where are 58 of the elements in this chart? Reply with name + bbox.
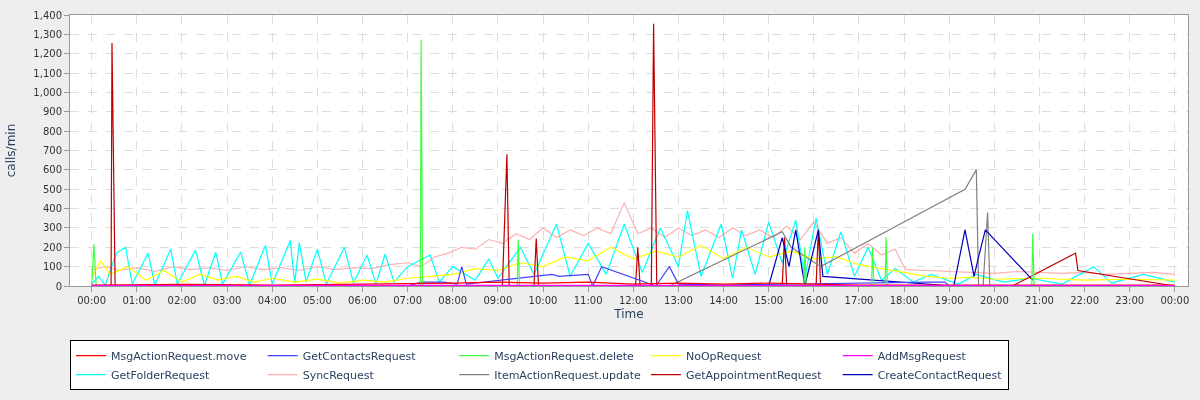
y-tick-label: 1,000 (33, 86, 62, 98)
legend-label: GetAppointmentRequest (685, 368, 823, 382)
x-tick-label: 07:00 (393, 295, 423, 306)
x-tick-label: 08:00 (438, 295, 468, 306)
x-tick-label: 04:00 (257, 295, 287, 306)
legend-label: GetFolderRequest (111, 368, 210, 382)
x-tick-label: 14:00 (709, 295, 738, 306)
legend-label: CreateContactRequest (877, 368, 1003, 382)
y-tick-label: 1,300 (33, 28, 62, 40)
legend-label: NoOpRequest (685, 349, 762, 363)
x-tick-label: 00:00 (77, 295, 107, 306)
y-tick-label: 400 (42, 203, 62, 215)
y-tick-label: 600 (42, 164, 62, 176)
x-tick-label: 10:00 (528, 295, 558, 306)
x-tick-label: 02:00 (167, 295, 197, 306)
x-tick-label: 21:00 (1025, 295, 1054, 306)
y-tick-label: 1,100 (33, 67, 62, 79)
y-tick-label: 800 (42, 125, 62, 137)
legend-label: SyncRequest (302, 368, 375, 382)
y-tick-label: 500 (42, 183, 62, 195)
legend-label: MsgActionRequest.move (111, 349, 247, 363)
y-tick-label: 300 (42, 222, 62, 234)
x-tick-label: 13:00 (664, 295, 693, 306)
x-tick-label: 20:00 (979, 295, 1009, 306)
line-series (91, 244, 1176, 284)
y-axis-title: calls/min (3, 123, 18, 178)
y-tick-label: 0 (55, 280, 62, 292)
y-tick-label: 900 (42, 106, 62, 118)
x-tick-label: 05:00 (302, 295, 332, 306)
legend-label: ItemActionRequest.update (494, 368, 641, 382)
line-series (668, 169, 991, 286)
x-tick-label: 17:00 (844, 295, 874, 306)
x-tick-label: 22:00 (1070, 295, 1100, 306)
legend-label: MsgActionRequest.delete (494, 349, 635, 363)
x-tick-label: 01:00 (122, 295, 152, 306)
x-tick-label: 18:00 (889, 295, 919, 306)
x-tick-label: 09:00 (483, 295, 513, 306)
x-tick-label: 00:00 (1160, 295, 1190, 306)
y-tick-label: 100 (42, 261, 62, 273)
x-tick-label: 12:00 (618, 295, 648, 306)
legend-label: AddMsgRequest (877, 349, 967, 363)
line-series (407, 266, 950, 286)
x-tick-label: 23:00 (1115, 295, 1145, 306)
y-tick-label: 700 (42, 145, 62, 156)
x-axis-title: Time (613, 306, 644, 321)
y-tick-label: 1,400 (33, 9, 62, 21)
x-tick-label: 03:00 (212, 295, 242, 306)
x-tick-label: 06:00 (348, 295, 377, 306)
x-tick-label: 11:00 (573, 295, 603, 306)
line-series (91, 209, 1176, 286)
x-tick-label: 16:00 (799, 295, 829, 306)
x-tick-label: 19:00 (934, 295, 964, 306)
x-tick-label: 15:00 (754, 295, 784, 306)
y-tick-label: 200 (42, 241, 62, 253)
legend-label: GetContactsRequest (302, 349, 417, 363)
line-series (768, 229, 1034, 286)
line-series (91, 202, 1176, 275)
y-tick-label: 1,200 (33, 48, 62, 60)
